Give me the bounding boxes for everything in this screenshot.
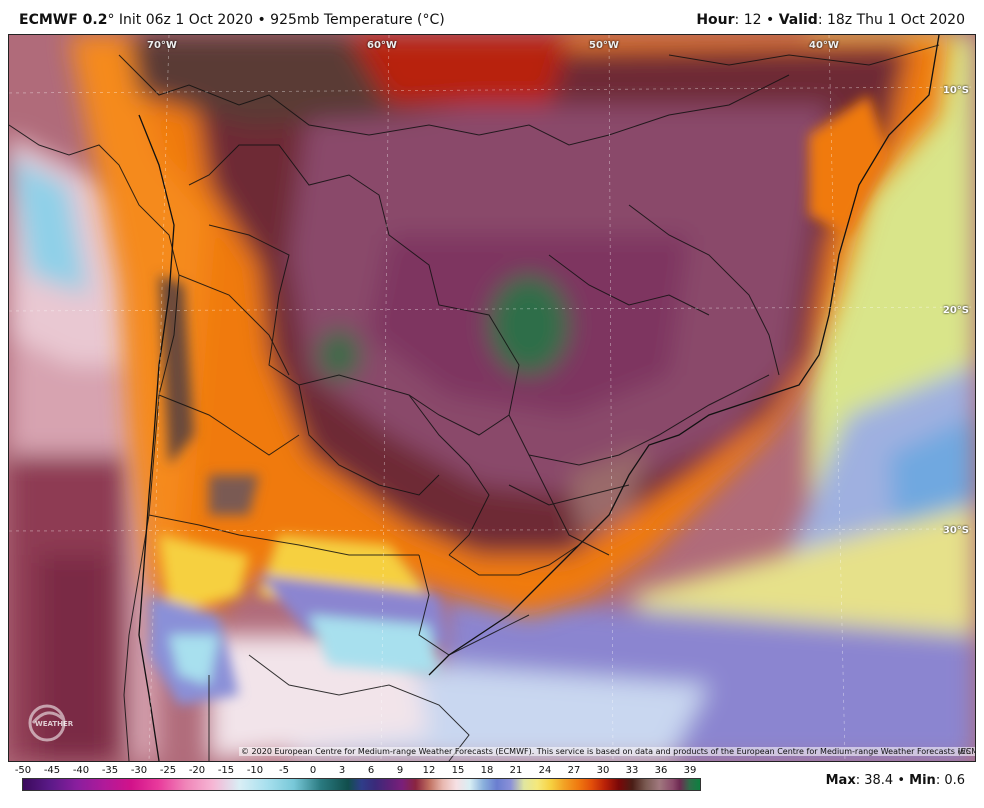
legend-ticks: -50 -45 -40 -35 -30 -25 -20 -15 -10 -5 0… [14, 764, 708, 778]
legend-tick: -10 [246, 765, 264, 776]
lat-label-10s: 10°S [942, 85, 969, 96]
legend-tick: 39 [683, 765, 697, 776]
lon-label-60w: 60°W [367, 40, 397, 51]
legend-tick: 33 [625, 765, 639, 776]
color-ramp [22, 778, 701, 791]
legend-tick: 15 [451, 765, 465, 776]
legend-tick: 21 [509, 765, 523, 776]
max-value: : 38.4 [855, 773, 894, 788]
legend-tick: -25 [159, 765, 177, 776]
legend-tick: -5 [279, 765, 289, 776]
valid-label: Valid [778, 12, 818, 28]
field-name: 925mb Temperature (°C) [270, 12, 445, 28]
legend-tick: -30 [130, 765, 148, 776]
header-bar: ECMWF 0.2° Init 06z 1 Oct 2020 • 925mb T… [0, 0, 984, 34]
max-label: Max [825, 773, 856, 788]
lon-label-70w: 70°W [147, 40, 177, 51]
legend-tick: -35 [101, 765, 119, 776]
country-borders [9, 44, 940, 761]
temperature-map[interactable]: 70°W 60°W 50°W 40°W 10°S 20°S 30°S WEATH… [8, 34, 976, 762]
copyright-notice: © 2020 European Centre for Medium-range … [239, 747, 975, 756]
separator: • [257, 12, 266, 28]
legend-tick: 24 [538, 765, 552, 776]
weather-logo-icon [28, 704, 66, 742]
color-scale-legend: -50 -45 -40 -35 -30 -25 -20 -15 -10 -5 0… [14, 764, 708, 804]
hour-value: : 12 [734, 12, 762, 28]
min-value: : 0.6 [935, 773, 965, 788]
degree-mark: ° [107, 12, 115, 28]
coastline [138, 35, 940, 761]
legend-tick: -20 [188, 765, 206, 776]
valid-info: Hour: 12 • Valid: 18z Thu 1 Oct 2020 [696, 12, 965, 28]
corner-mark: WS [958, 747, 971, 756]
legend-tick: -15 [217, 765, 235, 776]
legend-tick: 27 [567, 765, 581, 776]
lon-label-50w: 50°W [589, 40, 619, 51]
legend-tick: 3 [338, 765, 346, 776]
model-name: ECMWF 0.2 [19, 12, 108, 28]
min-label: Min [909, 773, 936, 788]
lat-label-30s: 30°S [942, 525, 969, 536]
separator: • [897, 773, 906, 788]
andes-band [149, 95, 889, 705]
legend-tick: 0 [309, 765, 317, 776]
legend-tick: 18 [480, 765, 494, 776]
init-time: Init 06z 1 Oct 2020 [118, 12, 253, 28]
map-title: ECMWF 0.2° Init 06z 1 Oct 2020 • 925mb T… [19, 12, 445, 28]
legend-tick: 12 [422, 765, 436, 776]
watermark-text: WEATHER [35, 720, 74, 728]
lat-label-20s: 20°S [942, 305, 969, 316]
legend-tick: 30 [596, 765, 610, 776]
legend-tick: 36 [654, 765, 668, 776]
legend-tick: 9 [396, 765, 404, 776]
max-min-readout: Max: 38.4 • Min: 0.6 [826, 773, 965, 788]
legend-tick: -45 [43, 765, 61, 776]
separator: • [765, 12, 775, 28]
map-canvas [9, 35, 975, 761]
lon-label-40w: 40°W [809, 40, 839, 51]
legend-tick: -50 [14, 765, 32, 776]
valid-value: : 18z Thu 1 Oct 2020 [817, 12, 965, 28]
legend-tick: -40 [72, 765, 90, 776]
legend-tick: 6 [367, 765, 375, 776]
hour-label: Hour [696, 12, 735, 28]
graticule [9, 35, 975, 761]
